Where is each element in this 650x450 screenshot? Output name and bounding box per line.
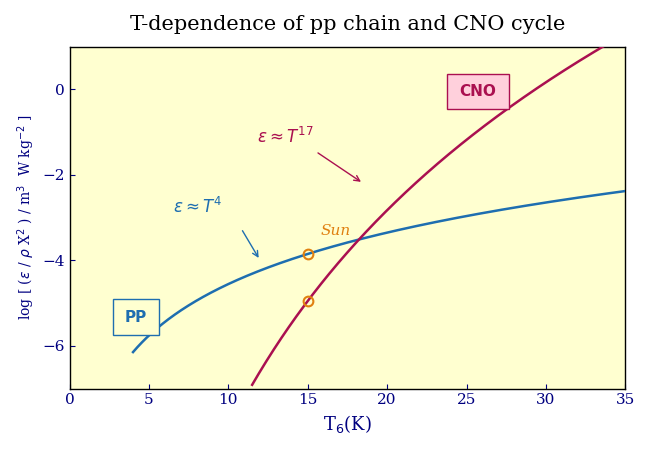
Title: T-dependence of pp chain and CNO cycle: T-dependence of pp chain and CNO cycle — [130, 15, 565, 34]
Text: PP: PP — [125, 310, 148, 325]
Text: Sun: Sun — [320, 224, 351, 238]
Text: $\varepsilon \approx T^{4}$: $\varepsilon \approx T^{4}$ — [173, 197, 222, 217]
Y-axis label: log [ ($\varepsilon$ / $\rho$ X$^2$ ) / m$^3$  W kg$^{-2}$ ]: log [ ($\varepsilon$ / $\rho$ X$^2$ ) / … — [15, 115, 36, 320]
X-axis label: T$_6$(K): T$_6$(K) — [323, 413, 372, 435]
Text: $\varepsilon \approx T^{17}$: $\varepsilon \approx T^{17}$ — [257, 127, 313, 147]
FancyBboxPatch shape — [447, 74, 509, 109]
FancyBboxPatch shape — [113, 299, 159, 335]
Text: CNO: CNO — [460, 85, 496, 99]
